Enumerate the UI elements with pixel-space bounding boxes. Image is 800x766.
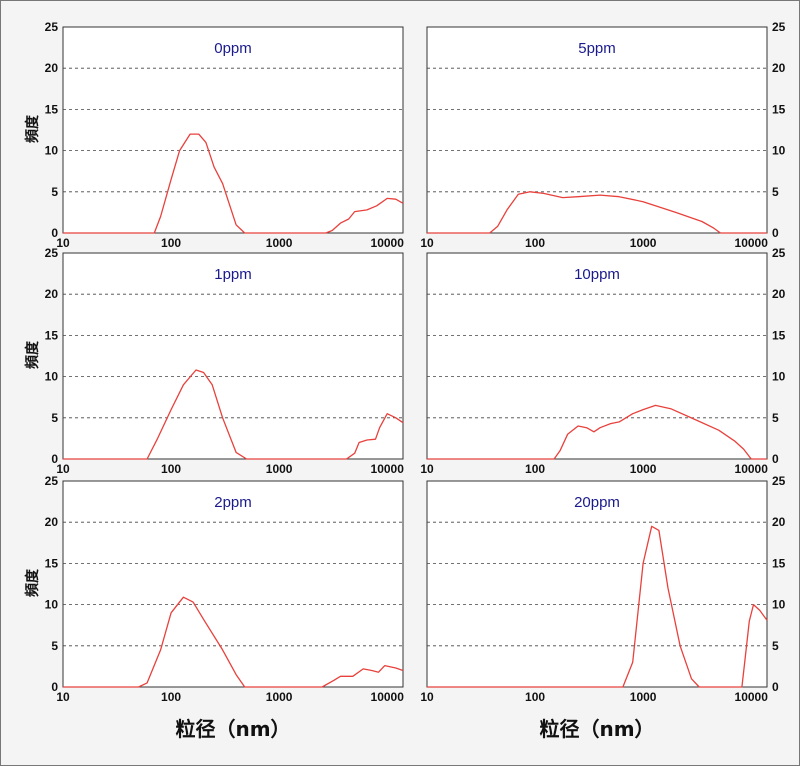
y-tick-label: 0 bbox=[772, 680, 779, 694]
y-tick-label: 10 bbox=[45, 144, 59, 158]
y-tick-label: 5 bbox=[772, 411, 779, 425]
x-tick-label: 10000 bbox=[371, 236, 405, 250]
series-line bbox=[63, 596, 404, 688]
x-tick-label: 1000 bbox=[630, 690, 657, 704]
y-axis-label: 頻度 bbox=[24, 340, 41, 369]
y-tick-label: 25 bbox=[45, 474, 59, 488]
x-tick-label: 10 bbox=[56, 690, 70, 704]
y-tick-label: 5 bbox=[51, 639, 58, 653]
y-tick-label: 10 bbox=[45, 598, 59, 612]
series-line bbox=[63, 133, 404, 234]
chart-panel-4: 0 5 10 15 20 25 10 100 1000 10000 10ppm bbox=[420, 246, 785, 476]
x-tick-label: 10 bbox=[420, 462, 434, 476]
panel-title: 1ppm bbox=[214, 266, 252, 283]
y-tick-label: 20 bbox=[772, 61, 786, 75]
y-tick-label: 0 bbox=[51, 680, 58, 694]
y-tick-label: 25 bbox=[45, 246, 59, 260]
y-tick-label: 10 bbox=[45, 370, 59, 384]
chart-panel-5: 0 5 10 15 20 25 10 100 1000 10000 2ppm 頻度 bbox=[24, 474, 404, 704]
x-tick-label: 10 bbox=[420, 236, 434, 250]
x-tick-label: 10000 bbox=[735, 690, 769, 704]
x-tick-label: 1000 bbox=[630, 462, 657, 476]
x-axis-label-right: 粒径（nm） bbox=[539, 717, 655, 741]
y-axis-label: 頻度 bbox=[24, 568, 41, 597]
chart-panel-1: 0 5 10 15 20 25 10 100 1000 10000 0ppm 頻度 bbox=[24, 20, 404, 250]
plot-area bbox=[62, 252, 404, 460]
y-tick-label: 20 bbox=[772, 515, 786, 529]
y-tick-label: 25 bbox=[772, 474, 786, 488]
x-axis-label-left: 粒径（nm） bbox=[175, 717, 291, 741]
y-tick-label: 10 bbox=[772, 598, 786, 612]
y-tick-label: 15 bbox=[45, 556, 59, 570]
x-tick-label: 10 bbox=[56, 462, 70, 476]
plot-area bbox=[426, 252, 768, 460]
y-tick-label: 25 bbox=[772, 20, 786, 34]
y-tick-label: 10 bbox=[772, 144, 786, 158]
series-line bbox=[427, 404, 767, 460]
series-line bbox=[427, 525, 768, 688]
panel-title: 2ppm bbox=[214, 494, 252, 511]
chart-panel-3: 0 5 10 15 20 25 10 100 1000 10000 1ppm 頻度 bbox=[24, 246, 404, 476]
y-tick-label: 20 bbox=[45, 287, 59, 301]
panel-title: 20ppm bbox=[574, 494, 620, 511]
y-tick-label: 15 bbox=[45, 328, 59, 342]
y-tick-label: 20 bbox=[772, 287, 786, 301]
y-tick-label: 20 bbox=[45, 61, 59, 75]
series-line bbox=[427, 191, 767, 234]
x-tick-label: 100 bbox=[161, 462, 181, 476]
x-tick-label: 100 bbox=[525, 462, 545, 476]
y-tick-label: 15 bbox=[45, 102, 59, 116]
x-tick-label: 10 bbox=[420, 690, 434, 704]
plot-area bbox=[426, 480, 768, 688]
y-tick-label: 15 bbox=[772, 556, 786, 570]
y-tick-label: 25 bbox=[45, 20, 59, 34]
x-tick-label: 100 bbox=[161, 236, 181, 250]
y-tick-label: 0 bbox=[772, 452, 779, 466]
plot-area bbox=[62, 26, 404, 234]
plot-area bbox=[426, 26, 768, 234]
x-tick-label: 100 bbox=[525, 236, 545, 250]
x-tick-label: 1000 bbox=[266, 690, 293, 704]
panel-title: 5ppm bbox=[578, 40, 616, 57]
y-tick-label: 15 bbox=[772, 102, 786, 116]
x-tick-label: 1000 bbox=[266, 236, 293, 250]
chart-panel-2: 0 5 10 15 20 25 10 100 1000 10000 5ppm bbox=[420, 20, 785, 250]
x-tick-label: 1000 bbox=[266, 462, 293, 476]
x-tick-label: 10000 bbox=[735, 236, 769, 250]
y-tick-label: 10 bbox=[772, 370, 786, 384]
y-axis-label: 頻度 bbox=[24, 114, 41, 143]
y-tick-label: 5 bbox=[51, 411, 58, 425]
x-tick-label: 100 bbox=[161, 690, 181, 704]
x-tick-label: 10000 bbox=[371, 690, 405, 704]
x-tick-label: 1000 bbox=[630, 236, 657, 250]
x-tick-label: 10000 bbox=[735, 462, 769, 476]
panel-title: 10ppm bbox=[574, 266, 620, 283]
panel-title: 0ppm bbox=[214, 40, 252, 57]
y-tick-label: 0 bbox=[51, 226, 58, 240]
y-tick-label: 0 bbox=[51, 452, 58, 466]
x-tick-label: 10 bbox=[56, 236, 70, 250]
chart-panel-6: 0 5 10 15 20 25 10 100 1000 10000 20ppm bbox=[420, 474, 785, 704]
series-line bbox=[63, 369, 404, 460]
y-tick-label: 5 bbox=[772, 185, 779, 199]
x-tick-label: 10000 bbox=[371, 462, 405, 476]
y-tick-label: 5 bbox=[51, 185, 58, 199]
y-tick-label: 5 bbox=[772, 639, 779, 653]
y-tick-label: 20 bbox=[45, 515, 59, 529]
y-tick-label: 0 bbox=[772, 226, 779, 240]
y-tick-label: 25 bbox=[772, 246, 786, 260]
plot-area bbox=[62, 480, 404, 688]
y-tick-label: 15 bbox=[772, 328, 786, 342]
x-tick-label: 100 bbox=[525, 690, 545, 704]
